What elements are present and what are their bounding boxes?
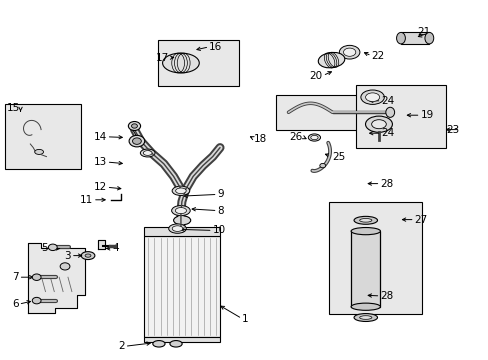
Bar bbox=[144, 337, 220, 342]
Text: 28: 28 bbox=[380, 291, 393, 301]
Text: 9: 9 bbox=[217, 189, 224, 199]
Text: 24: 24 bbox=[381, 128, 394, 138]
Bar bbox=[350, 231, 380, 307]
Bar bbox=[276, 95, 400, 130]
Text: 7: 7 bbox=[12, 272, 19, 282]
Ellipse shape bbox=[172, 226, 183, 231]
Ellipse shape bbox=[168, 224, 186, 233]
Ellipse shape bbox=[129, 135, 144, 147]
Ellipse shape bbox=[131, 124, 137, 128]
Ellipse shape bbox=[318, 53, 344, 68]
Ellipse shape bbox=[85, 254, 91, 257]
Ellipse shape bbox=[169, 341, 182, 347]
Text: 11: 11 bbox=[80, 195, 93, 205]
Ellipse shape bbox=[385, 107, 394, 117]
Text: 22: 22 bbox=[371, 51, 384, 61]
Ellipse shape bbox=[32, 297, 41, 304]
Bar bbox=[355, 85, 446, 148]
Ellipse shape bbox=[319, 163, 325, 168]
Bar bbox=[328, 202, 421, 314]
Text: 4: 4 bbox=[112, 243, 119, 253]
Ellipse shape bbox=[307, 134, 320, 141]
Ellipse shape bbox=[173, 216, 190, 225]
Text: 1: 1 bbox=[242, 314, 248, 324]
Text: 17: 17 bbox=[155, 53, 168, 63]
Ellipse shape bbox=[128, 122, 141, 130]
Ellipse shape bbox=[359, 219, 371, 222]
Bar bbox=[158, 40, 238, 86]
Text: 12: 12 bbox=[93, 182, 106, 192]
Ellipse shape bbox=[175, 208, 186, 213]
Ellipse shape bbox=[175, 188, 186, 194]
Bar bbox=[5, 104, 81, 169]
Text: 25: 25 bbox=[332, 152, 345, 162]
Polygon shape bbox=[98, 240, 105, 249]
Ellipse shape bbox=[172, 186, 189, 195]
Bar bbox=[400, 32, 428, 44]
Text: 21: 21 bbox=[416, 27, 429, 37]
Text: 13: 13 bbox=[93, 157, 106, 167]
Ellipse shape bbox=[140, 149, 155, 157]
Ellipse shape bbox=[81, 252, 95, 260]
Bar bbox=[144, 227, 220, 236]
Ellipse shape bbox=[365, 116, 391, 132]
Ellipse shape bbox=[353, 216, 377, 224]
Text: 19: 19 bbox=[420, 110, 433, 120]
Ellipse shape bbox=[310, 135, 318, 140]
Ellipse shape bbox=[350, 228, 380, 235]
Polygon shape bbox=[28, 243, 84, 313]
Text: 28: 28 bbox=[380, 179, 393, 189]
Bar bbox=[144, 236, 220, 337]
Ellipse shape bbox=[360, 90, 384, 104]
Ellipse shape bbox=[359, 316, 371, 319]
Ellipse shape bbox=[35, 149, 43, 154]
Ellipse shape bbox=[350, 303, 380, 310]
Ellipse shape bbox=[143, 150, 152, 156]
Text: 23: 23 bbox=[446, 125, 459, 135]
Ellipse shape bbox=[32, 274, 41, 280]
Text: 24: 24 bbox=[381, 96, 394, 106]
Text: 18: 18 bbox=[254, 134, 267, 144]
Text: 10: 10 bbox=[212, 225, 225, 235]
Text: 27: 27 bbox=[414, 215, 427, 225]
Ellipse shape bbox=[132, 138, 141, 144]
Ellipse shape bbox=[396, 32, 405, 44]
Ellipse shape bbox=[371, 120, 386, 129]
Text: 6: 6 bbox=[12, 299, 19, 309]
Text: 3: 3 bbox=[64, 251, 71, 261]
Ellipse shape bbox=[171, 206, 190, 216]
Ellipse shape bbox=[60, 263, 70, 270]
Text: 26: 26 bbox=[288, 132, 302, 142]
Text: 16: 16 bbox=[209, 42, 222, 52]
Ellipse shape bbox=[162, 53, 199, 73]
Text: 14: 14 bbox=[93, 132, 106, 142]
Ellipse shape bbox=[343, 48, 355, 56]
Text: 2: 2 bbox=[118, 341, 124, 351]
Text: 15: 15 bbox=[7, 103, 20, 113]
Text: 20: 20 bbox=[309, 71, 322, 81]
Ellipse shape bbox=[353, 314, 377, 321]
Text: 8: 8 bbox=[217, 206, 224, 216]
Ellipse shape bbox=[365, 93, 379, 102]
Ellipse shape bbox=[152, 341, 164, 347]
Ellipse shape bbox=[424, 32, 433, 44]
Text: 5: 5 bbox=[41, 243, 48, 253]
Ellipse shape bbox=[339, 45, 359, 59]
Ellipse shape bbox=[48, 244, 57, 251]
